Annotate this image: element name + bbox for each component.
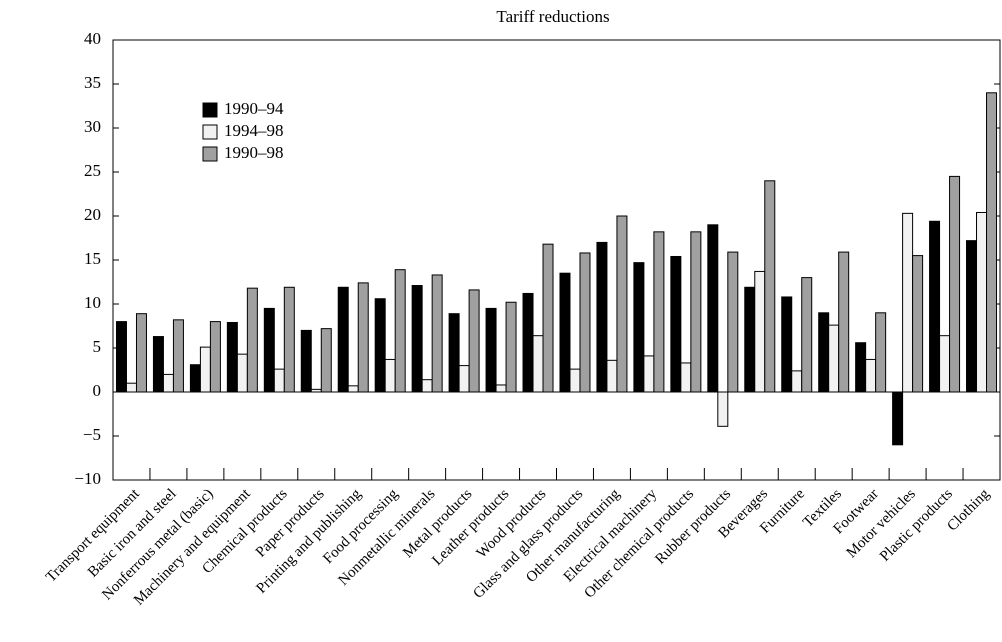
y-tick-label: 15 — [84, 249, 101, 268]
bar — [818, 312, 830, 393]
bar — [633, 262, 645, 393]
bar — [135, 313, 147, 393]
bar — [152, 336, 164, 393]
bar — [986, 92, 998, 393]
bar — [421, 379, 433, 393]
bar — [929, 220, 941, 393]
bar — [579, 252, 591, 393]
y-tick-label: 20 — [84, 205, 101, 224]
bar — [209, 321, 221, 393]
bar — [199, 346, 211, 393]
y-tick-label: 25 — [84, 161, 101, 180]
bar — [532, 335, 544, 393]
bar — [865, 358, 877, 393]
bar — [273, 368, 285, 393]
bar — [902, 212, 914, 393]
bar — [172, 319, 184, 393]
bar — [764, 180, 776, 393]
bar — [653, 231, 665, 393]
bar — [411, 285, 423, 393]
bar — [838, 251, 850, 393]
bar — [189, 364, 201, 393]
bar — [431, 274, 443, 393]
bar — [727, 251, 739, 393]
bar — [801, 277, 813, 393]
bar — [559, 272, 571, 393]
y-tick-label: 5 — [93, 337, 102, 356]
legend-label: 1990–98 — [224, 143, 284, 162]
bar — [569, 368, 581, 393]
bar — [966, 240, 978, 393]
legend-label: 1994–98 — [224, 121, 284, 140]
bar — [596, 241, 608, 393]
bar — [337, 286, 349, 393]
bar — [855, 342, 867, 393]
bar — [357, 282, 369, 393]
bar — [162, 373, 174, 393]
legend-label: 1990–94 — [224, 99, 284, 118]
bar — [717, 391, 729, 427]
bar — [283, 286, 295, 393]
bar — [744, 286, 756, 393]
bar — [300, 329, 312, 393]
bar — [448, 313, 460, 393]
bar — [707, 224, 719, 393]
bar — [495, 384, 507, 393]
bar — [680, 362, 692, 393]
legend-swatch — [202, 124, 218, 140]
bar — [310, 388, 322, 393]
x-tick-label: Clothing — [944, 486, 993, 535]
y-tick-label: −10 — [74, 469, 101, 488]
y-tick-label: 35 — [84, 73, 101, 92]
bar — [643, 355, 655, 393]
bar — [781, 296, 793, 393]
y-tick-label: 30 — [84, 117, 101, 136]
bar — [485, 307, 497, 393]
bar — [384, 358, 396, 393]
legend-swatch — [202, 102, 218, 118]
bar — [125, 382, 137, 393]
y-tick-label: −5 — [83, 425, 101, 444]
bar — [892, 391, 904, 446]
bar — [115, 321, 127, 393]
bar — [754, 270, 766, 393]
y-tick-label: 40 — [84, 29, 101, 48]
bar — [542, 243, 554, 393]
bar — [468, 289, 480, 393]
bar — [690, 231, 702, 393]
bar — [791, 370, 803, 393]
bar — [263, 307, 275, 393]
legend-swatch — [202, 146, 218, 162]
bar — [875, 312, 887, 393]
bar — [320, 328, 332, 393]
bar — [374, 298, 386, 393]
bar — [236, 353, 248, 393]
bar — [505, 301, 517, 393]
chart-title: Tariff reductions — [496, 7, 609, 26]
bar — [912, 255, 924, 393]
bar — [394, 269, 406, 393]
bar — [226, 321, 238, 393]
bar — [458, 365, 470, 393]
bar — [347, 385, 359, 393]
bar — [939, 335, 951, 393]
bar — [976, 211, 988, 393]
y-tick-label: 0 — [93, 381, 102, 400]
y-tick-label: 10 — [84, 293, 101, 312]
bar — [949, 175, 961, 393]
bar — [246, 287, 258, 393]
bar — [606, 359, 618, 393]
bar — [522, 292, 534, 393]
bar — [616, 215, 628, 393]
bar — [670, 255, 682, 393]
bar — [828, 324, 840, 393]
